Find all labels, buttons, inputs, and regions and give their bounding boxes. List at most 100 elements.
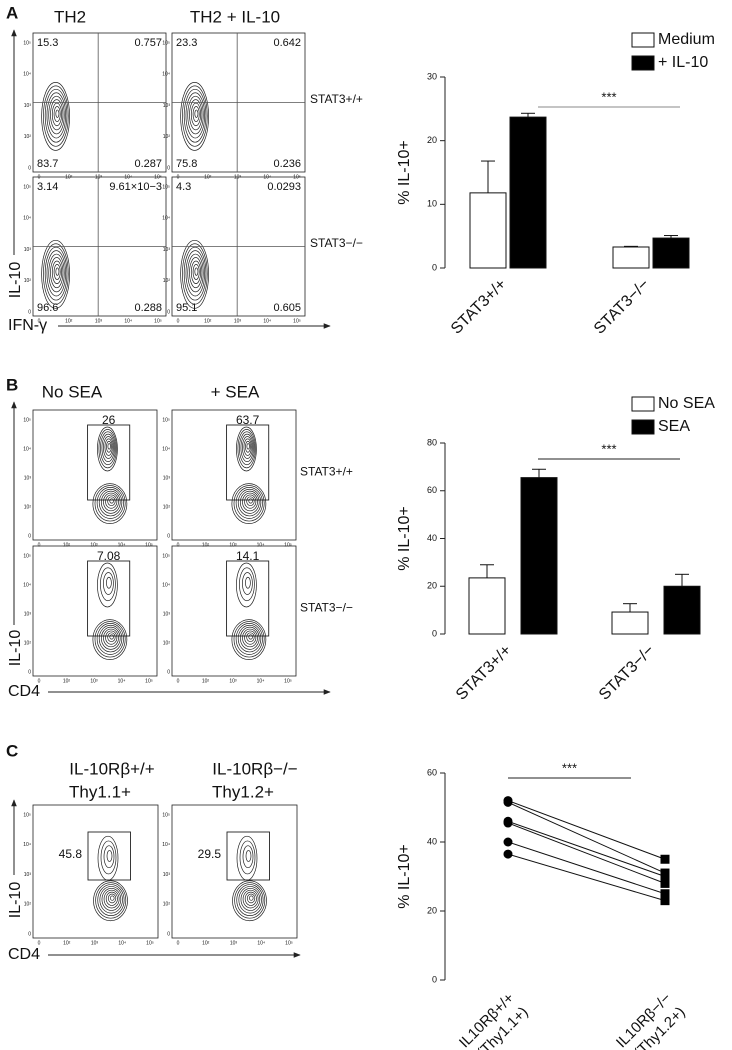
- contour: [50, 99, 64, 131]
- axis-tick: 0: [167, 931, 170, 937]
- axis-tick: 10⁵: [162, 553, 170, 559]
- axis-tick: 0: [38, 542, 41, 548]
- gate-value: 29.5: [198, 847, 222, 861]
- axis-tick: 10⁴: [124, 318, 132, 324]
- contour: [100, 840, 117, 875]
- axis-tick: 10⁵: [146, 940, 154, 946]
- contour: [248, 498, 253, 504]
- contour: [97, 884, 125, 916]
- axis-tick: 10²: [163, 134, 171, 140]
- axis-tick: 10³: [163, 611, 171, 617]
- contour: [194, 109, 199, 118]
- contour: [244, 630, 257, 645]
- contour: [243, 438, 252, 456]
- contour: [106, 440, 112, 453]
- column-title: + SEA: [211, 382, 260, 401]
- y-axis-label: IL-10: [7, 882, 24, 919]
- axis-tick: 10³: [95, 318, 103, 324]
- y-tick-label: 60: [427, 767, 437, 777]
- contour: [98, 624, 123, 653]
- y-tick-label: 40: [427, 533, 437, 543]
- quadrant-value: 95.1: [176, 302, 197, 314]
- axis-tick: 0: [38, 940, 41, 946]
- quadrant-value: 0.288: [134, 302, 162, 314]
- axis-tick: 10⁵: [284, 678, 292, 684]
- contour: [182, 243, 208, 305]
- axis-tick: 10⁵: [23, 184, 31, 190]
- contour: [105, 891, 118, 906]
- contour: [192, 106, 200, 122]
- axis-tick: 10²: [24, 134, 32, 140]
- axis-tick: 10²: [63, 542, 71, 548]
- axis-tick: 0: [28, 165, 31, 171]
- contour: [92, 483, 128, 524]
- row-label: STAT3−/−: [310, 236, 363, 250]
- contour: [43, 85, 69, 147]
- axis-tick: 10⁴: [118, 940, 126, 946]
- axis-tick: 10³: [230, 940, 238, 946]
- quadrant-value: 15.3: [37, 37, 58, 49]
- contour: [53, 106, 61, 122]
- contour: [94, 485, 126, 522]
- row-label: STAT3+/+: [300, 465, 353, 479]
- contour: [100, 431, 116, 466]
- contour: [242, 889, 259, 909]
- contour: [96, 623, 124, 655]
- point: [660, 889, 670, 899]
- y-tick-label: 20: [427, 135, 437, 145]
- axis-tick: 0: [177, 940, 180, 946]
- axis-tick: 10⁵: [145, 542, 153, 548]
- contour: [189, 99, 203, 131]
- contour: [100, 490, 121, 514]
- contour: [41, 239, 70, 309]
- contour: [46, 92, 66, 139]
- axis-tick: 10²: [24, 504, 32, 510]
- contour: [190, 260, 201, 284]
- axis-tick: 0: [167, 309, 170, 315]
- legend-swatch: [631, 419, 655, 435]
- axis-tick: 10⁵: [23, 417, 31, 423]
- contour: [99, 886, 123, 914]
- y-tick-label: 20: [427, 905, 437, 915]
- axis-tick: 10³: [229, 542, 237, 548]
- contour: [48, 253, 65, 293]
- contour: [237, 488, 262, 517]
- quadrant-value: 0.0293: [267, 181, 301, 193]
- quadrant-value: 0.287: [134, 158, 162, 170]
- legend-label: + IL-10: [658, 54, 708, 71]
- axis-tick: 10²: [202, 678, 210, 684]
- y-axis-label: % IL-10+: [396, 506, 413, 570]
- quadrant-value: 4.3: [176, 181, 191, 193]
- y-tick-label: 10: [427, 199, 437, 209]
- contour: [233, 621, 265, 658]
- quadrant-value: 9.61×10−3: [109, 181, 162, 193]
- axis-tick: 10⁵: [162, 812, 170, 818]
- axis-tick: 10⁴: [23, 446, 31, 452]
- bar: [612, 246, 650, 269]
- axis-tick: 0: [28, 533, 31, 539]
- contour: [106, 576, 112, 589]
- contour: [41, 82, 70, 151]
- x-axis-label: CD4: [8, 946, 40, 963]
- significance-label: ***: [562, 760, 577, 775]
- axis-tick: 10⁴: [162, 842, 170, 848]
- contour: [98, 488, 123, 517]
- axis-tick: 10³: [24, 247, 32, 253]
- contour: [103, 889, 120, 909]
- axis-tick: 10⁴: [257, 940, 265, 946]
- contour: [240, 887, 261, 911]
- quadrant-value: 23.3: [176, 37, 197, 49]
- axis-tick: 10⁴: [257, 678, 265, 684]
- axis-tick: 10⁵: [285, 940, 293, 946]
- axis-tick: 10²: [202, 940, 210, 946]
- contour: [107, 496, 116, 507]
- axis-tick: 10⁴: [23, 842, 31, 848]
- contour: [239, 840, 256, 875]
- column-title: IL-10Rβ−/−: [212, 759, 297, 778]
- contour: [237, 624, 262, 653]
- category-label: STAT3+/+: [448, 276, 510, 338]
- axis-tick: 0: [167, 669, 170, 675]
- axis-tick: 10²: [65, 318, 73, 324]
- legend-swatch: [631, 396, 655, 412]
- contour: [245, 850, 252, 862]
